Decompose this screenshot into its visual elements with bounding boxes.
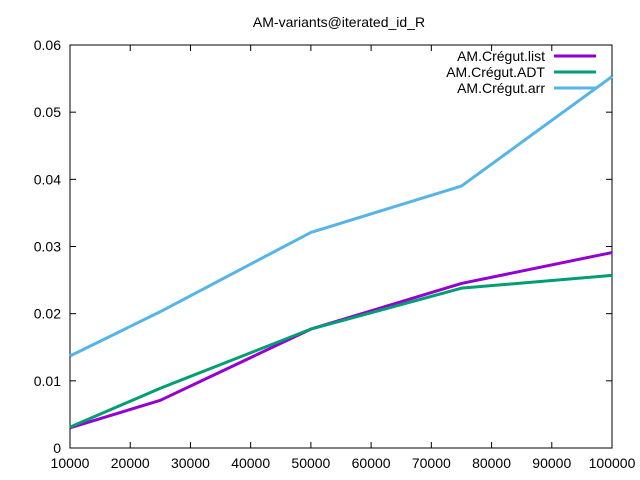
y-tick-label: 0.03 <box>34 239 61 255</box>
series-line <box>69 251 613 430</box>
legend-label: AM.Crégut.list <box>457 48 545 64</box>
y-tick-label: 0.01 <box>34 373 61 389</box>
x-tick-label: 50000 <box>291 455 330 471</box>
y-tick-label: 0.06 <box>34 37 61 53</box>
x-tick-label: 100000 <box>589 455 636 471</box>
y-tick-label: 0.04 <box>34 171 61 187</box>
plot-frame <box>69 44 613 449</box>
x-tick-label: 80000 <box>472 455 511 471</box>
x-tick-label: 10000 <box>51 455 90 471</box>
y-tick-label: 0.02 <box>34 306 61 322</box>
series-line <box>69 273 613 429</box>
series-lines <box>69 75 613 430</box>
series-line <box>69 75 613 358</box>
y-tick-label: 0.05 <box>34 104 61 120</box>
x-tick-label: 40000 <box>231 455 270 471</box>
x-tick-label: 70000 <box>412 455 451 471</box>
x-tick-label: 90000 <box>532 455 571 471</box>
chart-title: AM-variants@iterated_id_R <box>253 14 425 30</box>
legend-label: AM.Crégut.ADT <box>446 64 545 80</box>
x-tick-label: 20000 <box>111 455 150 471</box>
axis-ticks: 10000 20000 30000 40000 50000 60000 70000 80000… <box>34 37 636 471</box>
y-tick-label: 0 <box>53 440 61 456</box>
x-tick-label: 60000 <box>352 455 391 471</box>
legend-label: AM.Crégut.arr <box>457 80 545 96</box>
x-tick-label: 30000 <box>171 455 210 471</box>
